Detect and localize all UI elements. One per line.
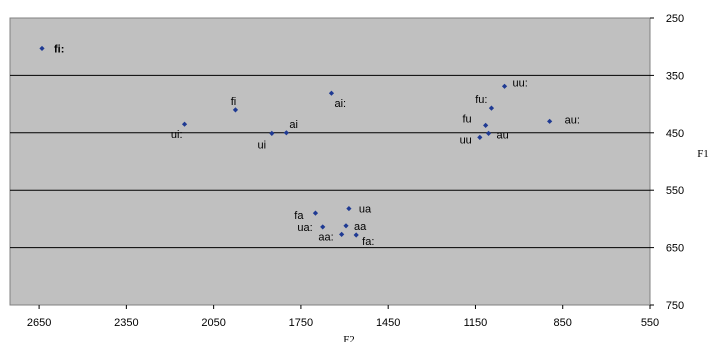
data-point-aa	[343, 223, 349, 229]
y-tick-label-250: 250	[666, 13, 684, 25]
data-point-fu:	[488, 105, 495, 111]
data-label-uu: uu	[460, 134, 472, 146]
data-label-au:: au:	[565, 114, 580, 126]
data-label-fa: fa	[294, 210, 304, 222]
data-point-aa:	[339, 231, 345, 237]
data-label-fi: fi	[231, 96, 237, 108]
data-label-ui: ui	[258, 139, 267, 151]
data-point-fu	[483, 122, 489, 128]
x-tick-label-1750: 1750	[289, 317, 313, 329]
data-label-fa:: fa:	[362, 236, 374, 248]
data-label-fu:: fu:	[475, 94, 487, 106]
data-point-ua:	[320, 224, 326, 230]
data-point-ai:	[328, 90, 335, 96]
x-tick-label-850: 850	[554, 317, 572, 329]
data-label-fi:: fi:	[54, 43, 64, 55]
data-label-aa: aa	[354, 221, 367, 233]
x-tick-label-2350: 2350	[114, 317, 138, 329]
data-point-ua	[346, 205, 352, 212]
data-point-fa:	[353, 232, 359, 238]
y-tick-label-750: 750	[666, 300, 684, 312]
y-tick-label-450: 450	[666, 128, 684, 140]
data-label-ui:: ui:	[171, 129, 183, 141]
x-tick-label-1450: 1450	[376, 317, 400, 329]
data-point-ui	[269, 130, 275, 136]
x-tick-label-2650: 2650	[27, 317, 51, 329]
data-point-ui:	[181, 121, 188, 127]
data-point-ai	[283, 130, 289, 136]
data-label-ua:: ua:	[297, 222, 312, 234]
data-point-au:	[547, 118, 553, 124]
data-point-fa	[312, 210, 319, 216]
y-tick-label-650: 650	[666, 243, 684, 255]
data-point-uu	[477, 134, 483, 140]
y-axis-title: F1	[697, 148, 709, 160]
data-label-ai:: ai:	[334, 98, 346, 110]
data-point-fi	[232, 107, 239, 113]
x-axis-title: F2	[343, 334, 355, 342]
data-point-au	[485, 130, 492, 136]
y-tick-label-350: 350	[666, 70, 684, 82]
data-label-aa:: aa:	[318, 231, 333, 243]
plot-area	[9, 17, 651, 306]
x-tick-label-550: 550	[641, 317, 659, 329]
data-point-fi:	[39, 45, 45, 52]
x-tick-label-1150: 1150	[464, 317, 488, 329]
data-label-ai: ai	[289, 119, 298, 131]
data-label-ua: ua	[359, 204, 372, 216]
x-tick-label-2050: 2050	[201, 317, 225, 329]
data-label-au: au	[497, 129, 509, 141]
data-point-uu:	[501, 83, 508, 89]
data-label-uu:: uu:	[513, 77, 528, 89]
y-tick-label-550: 550	[666, 185, 684, 197]
data-label-fu: fu	[462, 113, 471, 125]
